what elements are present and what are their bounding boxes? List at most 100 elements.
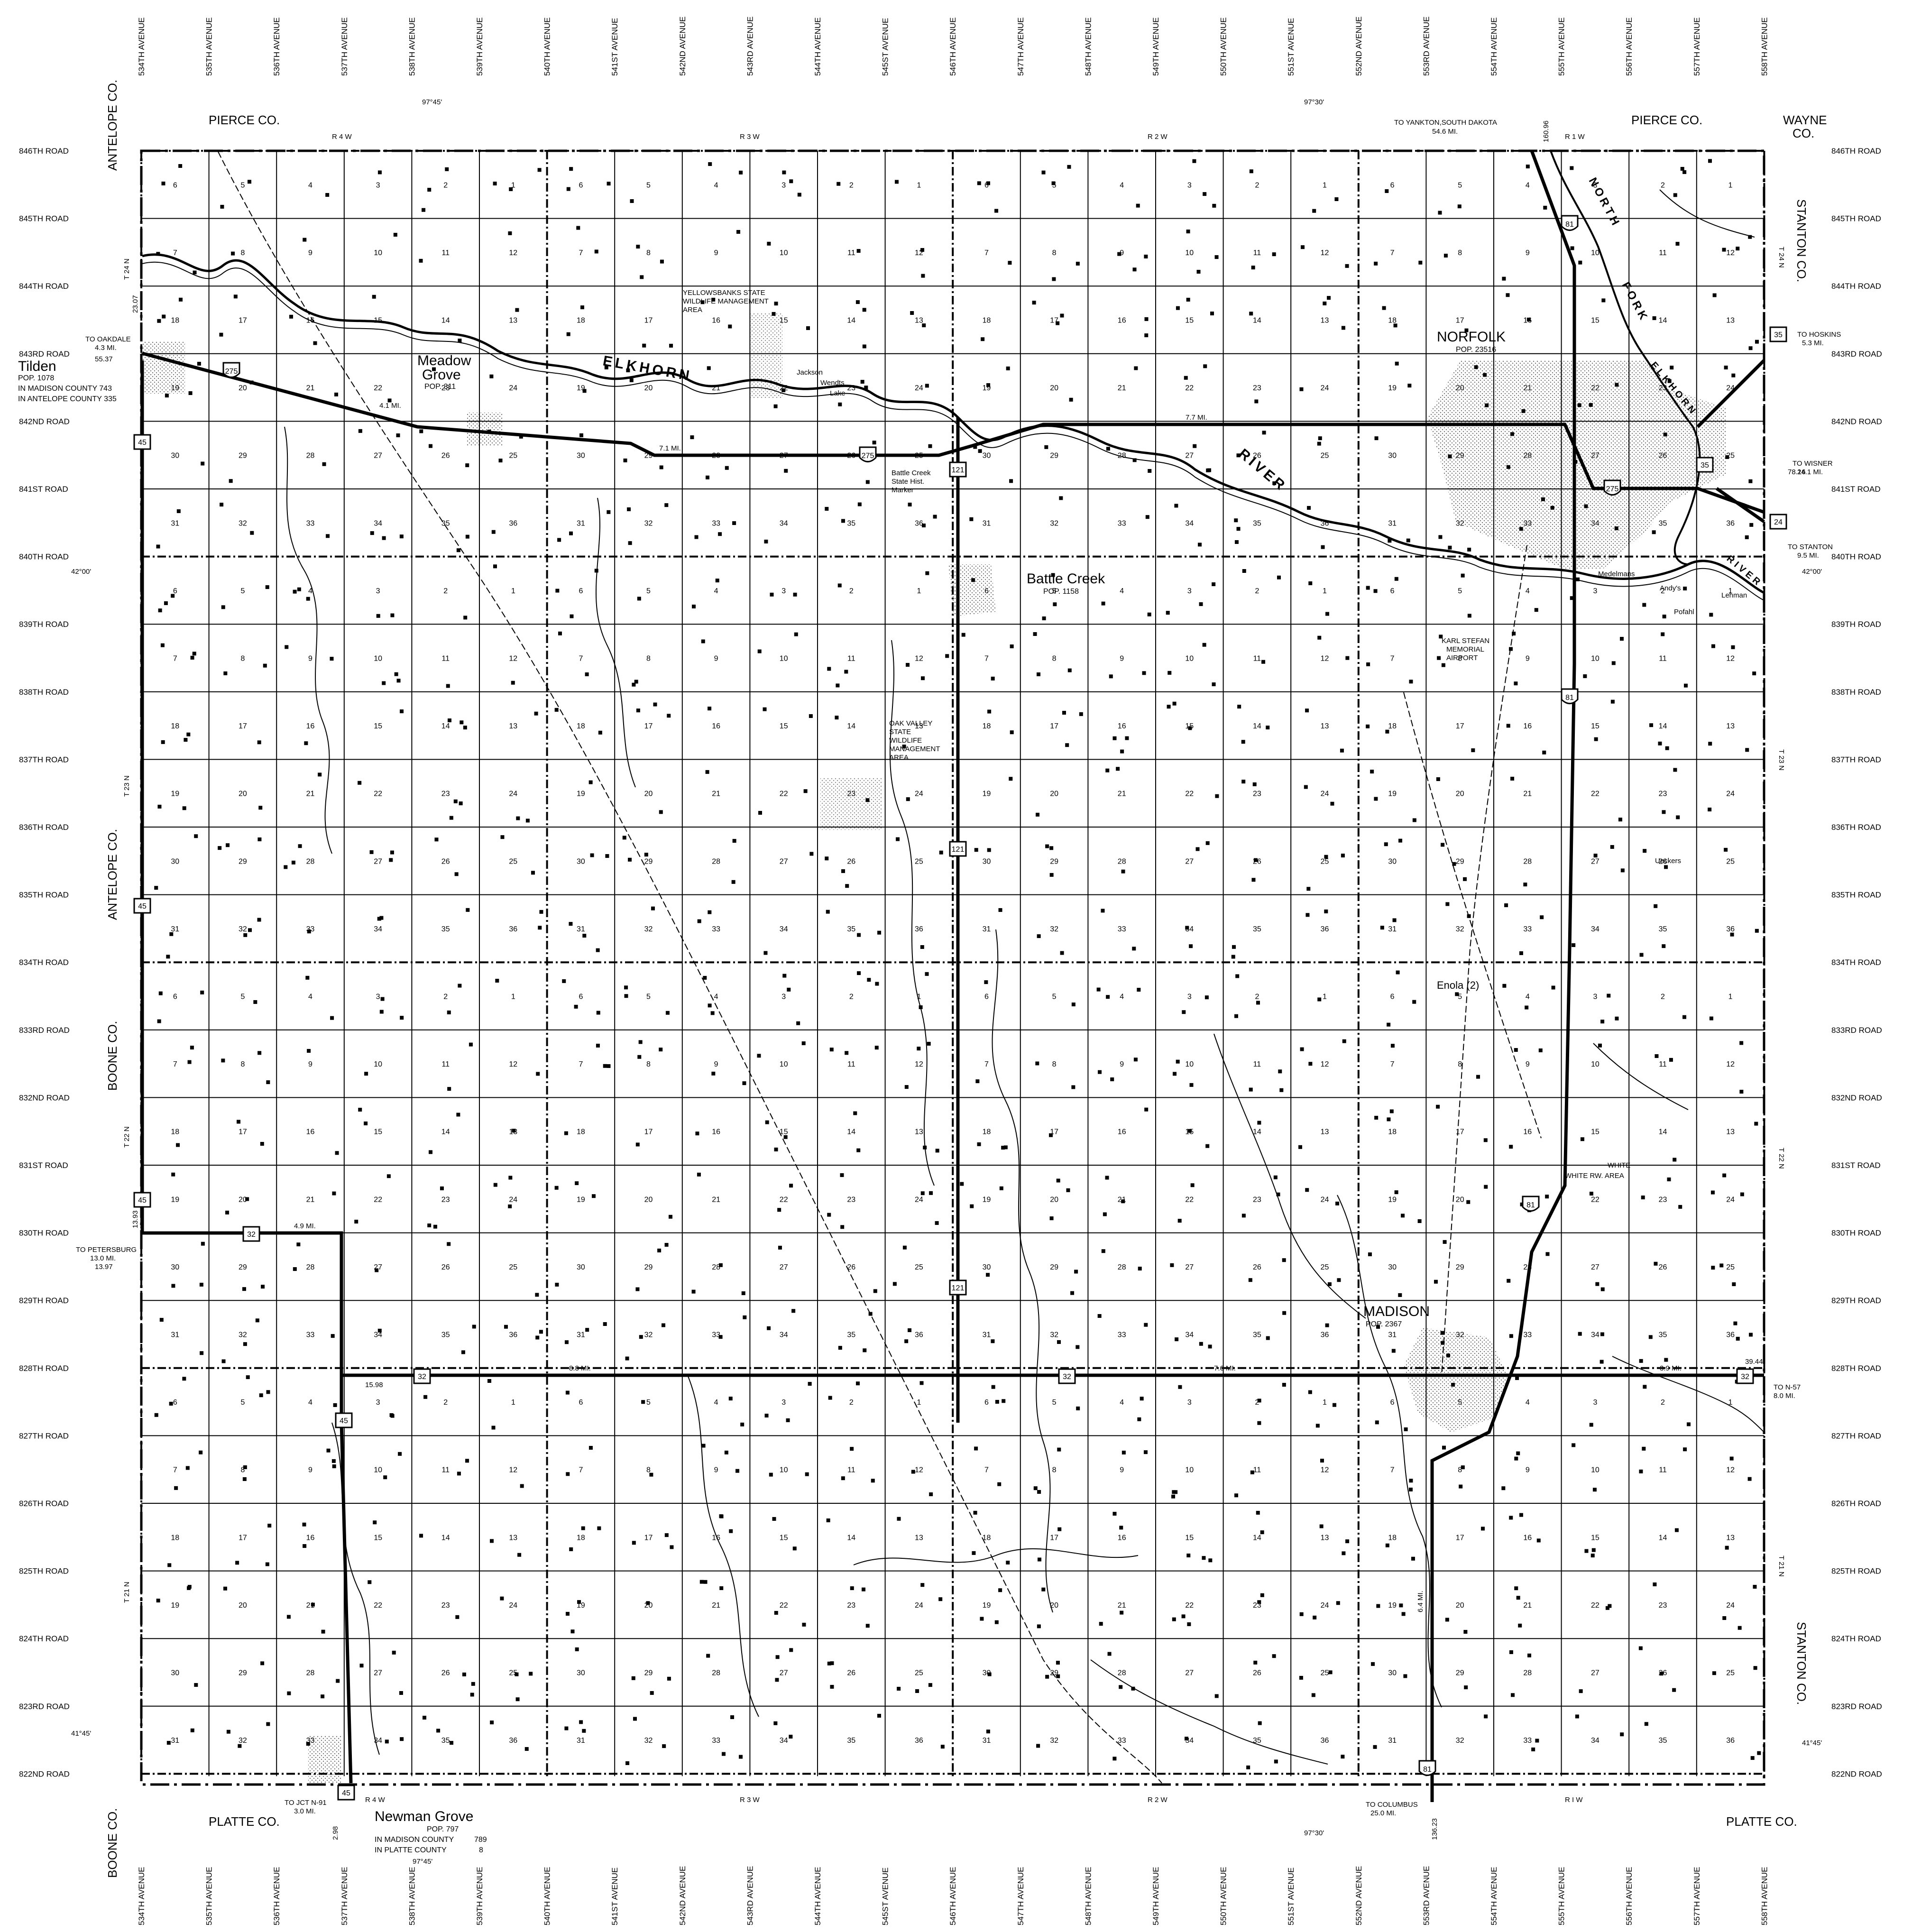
section-number: 15 — [1591, 722, 1599, 730]
farmstead — [703, 975, 707, 980]
svg-text:81: 81 — [1565, 221, 1574, 229]
farmstead — [261, 1285, 265, 1289]
farmstead — [705, 475, 709, 479]
farmstead — [1618, 818, 1622, 822]
section-number: 17 — [239, 1128, 247, 1136]
farmstead — [493, 182, 497, 186]
section-number: 25 — [915, 1669, 923, 1677]
farmstead — [462, 1672, 466, 1676]
section-number: 36 — [1726, 519, 1735, 527]
farmstead — [289, 314, 294, 319]
avenue-label: 547TH AVENUE — [1016, 18, 1025, 76]
farmstead — [335, 1151, 339, 1155]
highway-shield-35: 35 — [1769, 326, 1787, 342]
section-number: 4 — [308, 1398, 313, 1407]
avenue-label: 553RD AVENUE — [1422, 1866, 1431, 1925]
town-meadow-grove-2: Grove — [422, 367, 461, 383]
farmstead — [242, 1477, 247, 1481]
farmstead — [875, 982, 879, 986]
section-number: 8 — [1458, 1060, 1462, 1068]
farmstead — [935, 1221, 939, 1225]
farmstead — [1437, 656, 1441, 660]
section-number: 8 — [240, 655, 245, 663]
farmstead — [1311, 1693, 1315, 1697]
farmstead — [1448, 545, 1452, 550]
farmstead — [154, 1413, 158, 1417]
farmstead — [382, 536, 386, 540]
section-number: 19 — [983, 1196, 991, 1204]
section-number: 21 — [712, 790, 720, 798]
farmstead — [419, 1534, 423, 1538]
farmstead — [1467, 614, 1471, 618]
town-madison-pop: POP. 2367 — [1366, 1320, 1402, 1328]
dist-71: 7.1 MI. — [659, 444, 681, 452]
farmstead — [1516, 1596, 1520, 1600]
farmstead — [1300, 1047, 1304, 1051]
farmstead — [836, 683, 840, 688]
farmstead — [1733, 1321, 1737, 1325]
section-number: 30 — [983, 857, 991, 865]
section-number: 34 — [1185, 1331, 1194, 1339]
farmstead — [231, 251, 235, 256]
n-35 — [1696, 359, 1765, 428]
farmstead — [1147, 612, 1151, 616]
farmstead — [1044, 445, 1048, 449]
farmstead — [662, 1744, 666, 1748]
town-meadow-grove-1: Meadow — [417, 353, 471, 368]
section-number: 13 — [1726, 722, 1735, 730]
highway-shield-24: 24 — [1769, 514, 1787, 530]
section-number: 7 — [984, 1466, 989, 1474]
farmstead — [1172, 701, 1177, 706]
farmstead — [1731, 373, 1736, 377]
farmstead — [1203, 364, 1207, 368]
avenue-label: 551ST AVENUE — [1287, 1868, 1296, 1925]
section-number: 3 — [1593, 1398, 1597, 1407]
farmstead — [192, 652, 196, 656]
section-number: 2 — [443, 1398, 448, 1407]
medelmans-lake: Medelmans — [1598, 570, 1635, 578]
farmstead — [433, 1224, 437, 1229]
farmstead — [1392, 918, 1397, 922]
lat-4200-left: 42°00' — [71, 568, 91, 576]
farmstead — [1049, 873, 1054, 877]
farmstead — [237, 1120, 241, 1124]
highway-shield-32: 32 — [242, 1226, 260, 1242]
range-r1w-bot: R I W — [1565, 1796, 1583, 1804]
farmstead — [461, 1350, 465, 1354]
avenue-label: 552ND AVENUE — [1354, 17, 1363, 76]
farmstead — [1144, 1107, 1149, 1112]
farmstead — [564, 1131, 568, 1135]
farmstead — [1519, 1513, 1523, 1517]
section-number: 8 — [646, 655, 651, 663]
avenue-label: 557TH AVENUE — [1692, 18, 1701, 76]
farmstead — [570, 614, 574, 618]
section-number: 33 — [1523, 1737, 1532, 1745]
farmstead — [1598, 1043, 1602, 1048]
section-number: 18 — [983, 1534, 991, 1542]
section-number: 10 — [1185, 249, 1194, 257]
farmstead — [379, 916, 384, 920]
farmstead — [1256, 1001, 1260, 1005]
farmstead — [640, 275, 644, 279]
farmstead — [1282, 1258, 1286, 1262]
section-number: 15 — [1591, 317, 1599, 325]
farmstead — [725, 466, 729, 470]
farmstead — [1144, 333, 1149, 338]
section-number: 36 — [1726, 1737, 1735, 1745]
farmstead — [980, 1617, 984, 1621]
farmstead — [221, 1359, 226, 1363]
farmstead — [555, 589, 560, 593]
farmstead — [1260, 1530, 1264, 1535]
farmstead — [1066, 1188, 1070, 1192]
farmstead — [1748, 479, 1753, 483]
farmstead — [664, 503, 669, 507]
farmstead — [1246, 1765, 1250, 1769]
farmstead — [631, 1676, 635, 1680]
avenue-label: 556TH AVENUE — [1625, 18, 1634, 76]
farmstead — [1236, 453, 1241, 458]
road-label: 834TH ROAD — [19, 958, 69, 967]
section-number: 8 — [240, 1466, 245, 1474]
avenue-label: 546TH AVENUE — [948, 18, 957, 76]
farmstead — [637, 597, 641, 601]
farmstead — [1745, 535, 1749, 539]
